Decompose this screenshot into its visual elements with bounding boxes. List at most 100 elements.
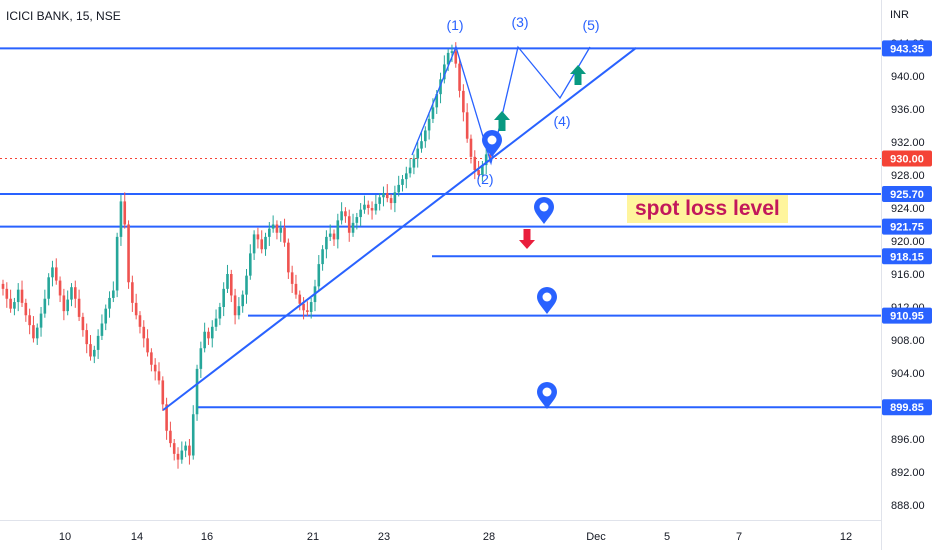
x-tick-label: 12 [840,531,852,543]
candle-body [150,352,153,365]
arrow-up-icon [494,111,510,131]
candle-body [378,197,381,204]
candle-body [108,297,111,309]
candle-body [268,228,271,237]
y-tick-label: 936.00 [891,104,925,116]
candle-body [279,227,283,233]
y-tick-label: 916.00 [891,269,925,281]
level-price-tag-bg [882,185,932,202]
candle-body [431,107,435,119]
horizontal-level-lines[interactable] [0,47,881,409]
current-price-tag-bg [882,150,932,167]
candle-body [481,165,484,175]
candle-body [439,79,442,95]
candle-body [5,288,9,299]
level-price-tag-bg [882,218,932,235]
candle-body [9,298,12,309]
candle-body [397,184,400,193]
candle-body [191,414,195,456]
map-pin-dot [542,387,552,397]
candle-body [302,303,305,311]
candle-body [473,156,477,171]
candle-body [458,63,461,91]
y-tick-label: 932.00 [891,137,925,149]
candle-body [112,290,115,298]
x-tick-label: 14 [131,531,143,543]
direction-arrows [494,65,586,249]
candle-body [93,349,96,357]
candle-body [161,380,165,405]
candle-body [138,315,142,327]
candle-body [24,302,28,316]
candle-body [477,170,480,175]
candle-body [404,173,408,180]
candle-body [366,204,370,208]
candle-body [157,371,161,381]
candle-body [226,274,229,289]
map-pin-dot [487,135,497,145]
wave-label: (5) [582,17,599,33]
candle-body [256,234,260,240]
candle-body [287,242,290,273]
candle-body [89,344,92,357]
candle-body [443,64,446,80]
location-pins [482,130,557,409]
x-tick-label: 28 [483,531,495,543]
candle-body [245,275,248,295]
candle-body [39,313,43,328]
x-tick-label: Dec [586,531,606,543]
level-price-tag-bg [882,40,932,57]
candle-body [81,316,85,331]
symbol-title: ICICI BANK, 15, NSE [6,9,121,23]
y-tick-label: 940.00 [891,71,925,83]
candlesticks [1,42,492,469]
time-axis[interactable]: 10 14 16 21 23 28 Dec 5 7 12 [0,520,881,544]
candle-body [271,224,275,229]
x-tick-label: 10 [59,531,71,543]
candle-body [58,280,62,296]
candle-body [462,90,465,113]
y-tick-label: 896.00 [891,434,925,446]
candle-body [309,302,313,312]
level-price-tag: 910.95 [890,311,924,323]
candle-body [484,154,488,166]
candle-body [203,331,206,349]
candle-body [355,217,359,223]
candle-body [146,338,149,353]
trendline[interactable] [162,47,637,411]
candle-body [131,282,134,303]
candle-body [66,299,69,312]
candle-body [290,272,294,284]
candle-body [28,315,31,326]
candle-body [412,158,416,168]
candle-body [325,236,328,250]
candle-body [454,51,458,64]
candle-body [321,249,324,265]
candle-body [195,368,199,415]
candle-body [382,193,385,198]
level-price-tag-bg [882,307,932,324]
candle-body [450,51,454,53]
candle-body [214,318,218,327]
map-pin-dot [539,202,549,212]
price-tags: 943.35 925.70 921.75 918.15 910.95 899.85 930.… [882,40,932,416]
candle-body [344,211,347,217]
candle-body [229,274,233,296]
candle-body [199,348,203,369]
wave-label: (2) [476,171,493,187]
y-tick-label: 928.00 [891,170,925,182]
candle-body [222,288,225,307]
price-axis[interactable]: 888.00892.00896.00900.00904.00908.00912.… [881,0,925,550]
candle-body [408,167,412,174]
candle-body [465,112,469,139]
candle-body [207,331,210,339]
current-price-tag: 930.00 [890,154,924,166]
candle-body [306,310,309,312]
candle-body [184,445,187,451]
candle-body [62,295,66,312]
candle-body [435,94,439,108]
candle-body [123,201,127,225]
y-tick-label: 892.00 [891,467,925,479]
candle-body [73,287,77,299]
